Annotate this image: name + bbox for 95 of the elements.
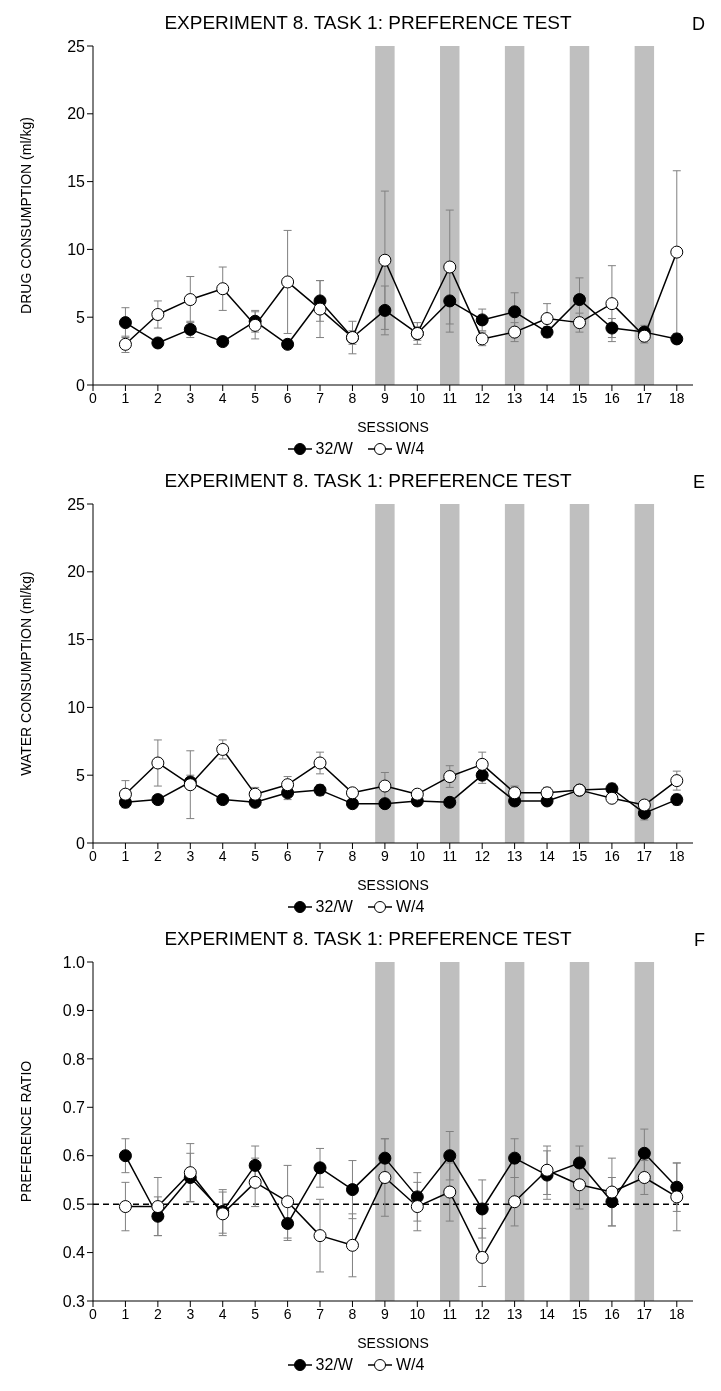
x-tick-label: 2 bbox=[153, 389, 162, 406]
x-tick-label: 14 bbox=[539, 1305, 556, 1322]
y-tick-label: 0.7 bbox=[62, 1098, 86, 1116]
x-tick-label: 15 bbox=[571, 847, 588, 864]
x-tick-label: 14 bbox=[539, 847, 556, 864]
x-tick-label: 5 bbox=[251, 1305, 260, 1322]
y-tick-label: 0.9 bbox=[62, 1002, 86, 1020]
x-tick-label: 10 bbox=[409, 389, 426, 406]
x-tick-label: 9 bbox=[380, 389, 389, 406]
y-tick-label: 5 bbox=[76, 308, 86, 326]
x-axis-title: SESSIONS bbox=[357, 419, 429, 435]
y-axis-title: WATER CONSUMPTION (ml/kg) bbox=[17, 571, 34, 776]
x-tick-label: 0 bbox=[89, 389, 98, 406]
y-tick-label: 0.3 bbox=[62, 1292, 86, 1310]
legend-label: 32/W bbox=[315, 898, 353, 916]
x-tick-label: 17 bbox=[636, 1305, 653, 1322]
x-tick-label: 8 bbox=[348, 1305, 357, 1322]
x-tick-label: 0 bbox=[89, 847, 98, 864]
x-tick-label: 2 bbox=[153, 1305, 162, 1322]
x-axis-title: SESSIONS bbox=[357, 877, 429, 893]
y-tick-label: 1.0 bbox=[62, 953, 86, 971]
x-tick-label: 16 bbox=[604, 1305, 620, 1322]
x-tick-label: 3 bbox=[186, 847, 195, 864]
x-tick-label: 6 bbox=[283, 389, 292, 406]
y-tick-label: 10 bbox=[67, 241, 86, 259]
y-tick-label: 25 bbox=[67, 37, 86, 55]
y-tick-label: 20 bbox=[67, 105, 86, 123]
x-tick-label: 13 bbox=[506, 389, 523, 406]
x-tick-label: 6 bbox=[283, 1305, 292, 1322]
x-tick-label: 5 bbox=[251, 389, 260, 406]
x-tick-label: 12 bbox=[474, 847, 491, 864]
x-tick-label: 3 bbox=[186, 389, 195, 406]
y-tick-label: 0 bbox=[76, 834, 86, 852]
x-tick-label: 16 bbox=[604, 847, 620, 864]
x-tick-label: 18 bbox=[668, 389, 685, 406]
legend-label: W/4 bbox=[395, 1356, 425, 1374]
legend-label: W/4 bbox=[395, 440, 425, 458]
x-tick-label: 7 bbox=[316, 389, 325, 406]
x-tick-label: 12 bbox=[474, 389, 491, 406]
x-tick-label: 4 bbox=[218, 389, 227, 406]
x-tick-label: 16 bbox=[604, 389, 620, 406]
text: F bbox=[694, 930, 705, 951]
x-tick-label: 12 bbox=[474, 1305, 491, 1322]
y-tick-label: 0.6 bbox=[62, 1147, 86, 1165]
x-tick-label: 3 bbox=[186, 1305, 195, 1322]
x-tick-label: 0 bbox=[89, 1305, 98, 1322]
text: D bbox=[692, 14, 705, 35]
x-tick-label: 11 bbox=[442, 389, 458, 406]
y-axis-title: DRUG CONSUMPTION (ml/kg) bbox=[17, 117, 34, 314]
legend-label: 32/W bbox=[315, 1356, 353, 1374]
x-tick-label: 6 bbox=[283, 847, 292, 864]
x-axis-title: SESSIONS bbox=[357, 1335, 429, 1351]
x-tick-label: 2 bbox=[153, 847, 162, 864]
y-tick-label: 5 bbox=[76, 766, 86, 784]
x-tick-label: 7 bbox=[316, 1305, 325, 1322]
x-tick-label: 1 bbox=[121, 1305, 130, 1322]
x-tick-label: 1 bbox=[121, 847, 130, 864]
y-tick-label: 20 bbox=[67, 563, 86, 581]
x-tick-label: 1 bbox=[121, 389, 130, 406]
x-tick-label: 17 bbox=[636, 847, 653, 864]
x-tick-label: 18 bbox=[668, 847, 685, 864]
y-tick-label: 0.8 bbox=[62, 1050, 86, 1068]
chart-title: EXPERIMENT 8. TASK 1: PREFERENCE TEST bbox=[163, 470, 573, 492]
y-tick-label: 0 bbox=[76, 376, 86, 394]
x-tick-label: 9 bbox=[380, 847, 389, 864]
x-tick-label: 15 bbox=[571, 1305, 588, 1322]
text: E bbox=[692, 472, 705, 493]
x-tick-label: 5 bbox=[251, 847, 260, 864]
y-tick-label: 0.5 bbox=[62, 1195, 86, 1213]
x-tick-label: 9 bbox=[380, 1305, 389, 1322]
x-tick-label: 8 bbox=[348, 847, 357, 864]
x-tick-label: 18 bbox=[668, 1305, 685, 1322]
x-tick-label: 14 bbox=[539, 389, 556, 406]
y-tick-label: 15 bbox=[67, 173, 86, 191]
x-tick-label: 4 bbox=[218, 1305, 227, 1322]
x-tick-label: 7 bbox=[316, 847, 325, 864]
x-tick-label: 4 bbox=[218, 847, 227, 864]
legend-label: W/4 bbox=[395, 898, 425, 916]
y-tick-label: 25 bbox=[67, 495, 86, 513]
legend-label: 32/W bbox=[315, 440, 353, 458]
y-axis-title: PREFERENCE RATIO bbox=[17, 1060, 34, 1203]
x-tick-label: 11 bbox=[442, 847, 458, 864]
x-tick-label: 15 bbox=[571, 389, 588, 406]
y-tick-label: 0.4 bbox=[62, 1244, 86, 1262]
x-tick-label: 13 bbox=[506, 847, 523, 864]
x-tick-label: 11 bbox=[442, 1305, 458, 1322]
chart-title: EXPERIMENT 8. TASK 1: PREFERENCE TEST bbox=[163, 12, 573, 34]
y-tick-label: 10 bbox=[67, 699, 86, 717]
y-tick-label: 15 bbox=[67, 631, 86, 649]
chart-title: EXPERIMENT 8. TASK 1: PREFERENCE TEST bbox=[163, 928, 573, 950]
x-tick-label: 8 bbox=[348, 389, 357, 406]
x-tick-label: 10 bbox=[409, 847, 426, 864]
x-tick-label: 10 bbox=[409, 1305, 426, 1322]
x-tick-label: 13 bbox=[506, 1305, 523, 1322]
x-tick-label: 17 bbox=[636, 389, 653, 406]
